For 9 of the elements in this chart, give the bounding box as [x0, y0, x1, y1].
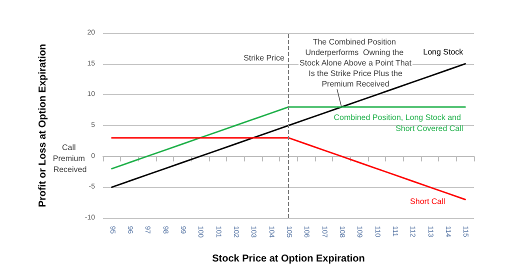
ref-line-label: Strike Price — [244, 54, 286, 62]
text: Call Premium Received — [52, 142, 88, 174]
series-label: Short Call — [410, 197, 446, 206]
annotation: The Combined Position Underperforms Owning the Stock Alone Above a Point That Is the Strike Price Plus the Premium Received — [300, 38, 412, 88]
y-axis-title: Profit or Loss at Option Expiration — [38, 44, 48, 208]
line-series — [111, 106, 466, 170]
series-label: Combined Position, Long Stock and Short Covered Call — [334, 113, 464, 133]
series-label: Long Stock — [423, 47, 464, 56]
x-axis-title: Stock Price at Option Expiration — [212, 254, 365, 264]
